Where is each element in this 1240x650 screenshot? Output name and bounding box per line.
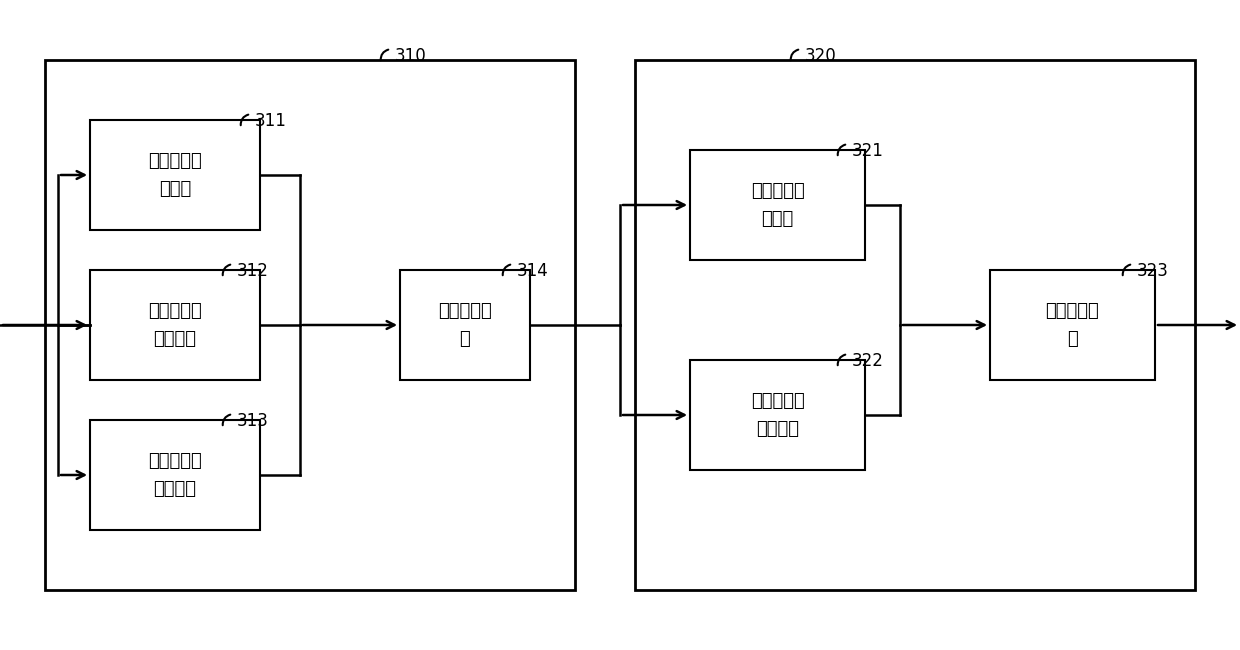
Bar	[91, 120, 260, 230]
Bar	[401, 270, 529, 380]
Text: 紫边标定单: 紫边标定单	[438, 302, 492, 320]
Bar	[45, 60, 575, 590]
Bar	[635, 60, 1195, 590]
Text: 314: 314	[517, 262, 549, 280]
Text: 321: 321	[852, 142, 884, 160]
Text: 理单元: 理单元	[159, 180, 191, 198]
Text: 322: 322	[852, 352, 884, 370]
Text: 算单元: 算单元	[761, 210, 794, 228]
Text: 元: 元	[460, 330, 470, 348]
Bar	[689, 360, 866, 470]
Text: 饱和度权重: 饱和度权重	[750, 392, 805, 410]
Text: 320: 320	[805, 47, 837, 65]
Text: 323: 323	[1137, 262, 1169, 280]
Bar	[91, 270, 260, 380]
Text: 色度阈值处: 色度阈值处	[148, 152, 202, 170]
Text: 310: 310	[396, 47, 427, 65]
Text: 312: 312	[237, 262, 269, 280]
Text: 元: 元	[1068, 330, 1078, 348]
Text: 距离权重计: 距离权重计	[750, 182, 805, 200]
Text: 亮度差阈值: 亮度差阈值	[148, 452, 202, 470]
Text: 紫边抑制单: 紫边抑制单	[1045, 302, 1100, 320]
Bar	[91, 420, 260, 530]
Text: 处理单元: 处理单元	[154, 330, 196, 348]
Text: 311: 311	[255, 112, 286, 130]
Text: 313: 313	[237, 412, 269, 430]
Text: 处理单元: 处理单元	[154, 480, 196, 498]
Text: 计算单元: 计算单元	[756, 420, 799, 438]
Bar	[990, 270, 1154, 380]
Text: 饱和度阈值: 饱和度阈值	[148, 302, 202, 320]
Bar	[689, 150, 866, 260]
